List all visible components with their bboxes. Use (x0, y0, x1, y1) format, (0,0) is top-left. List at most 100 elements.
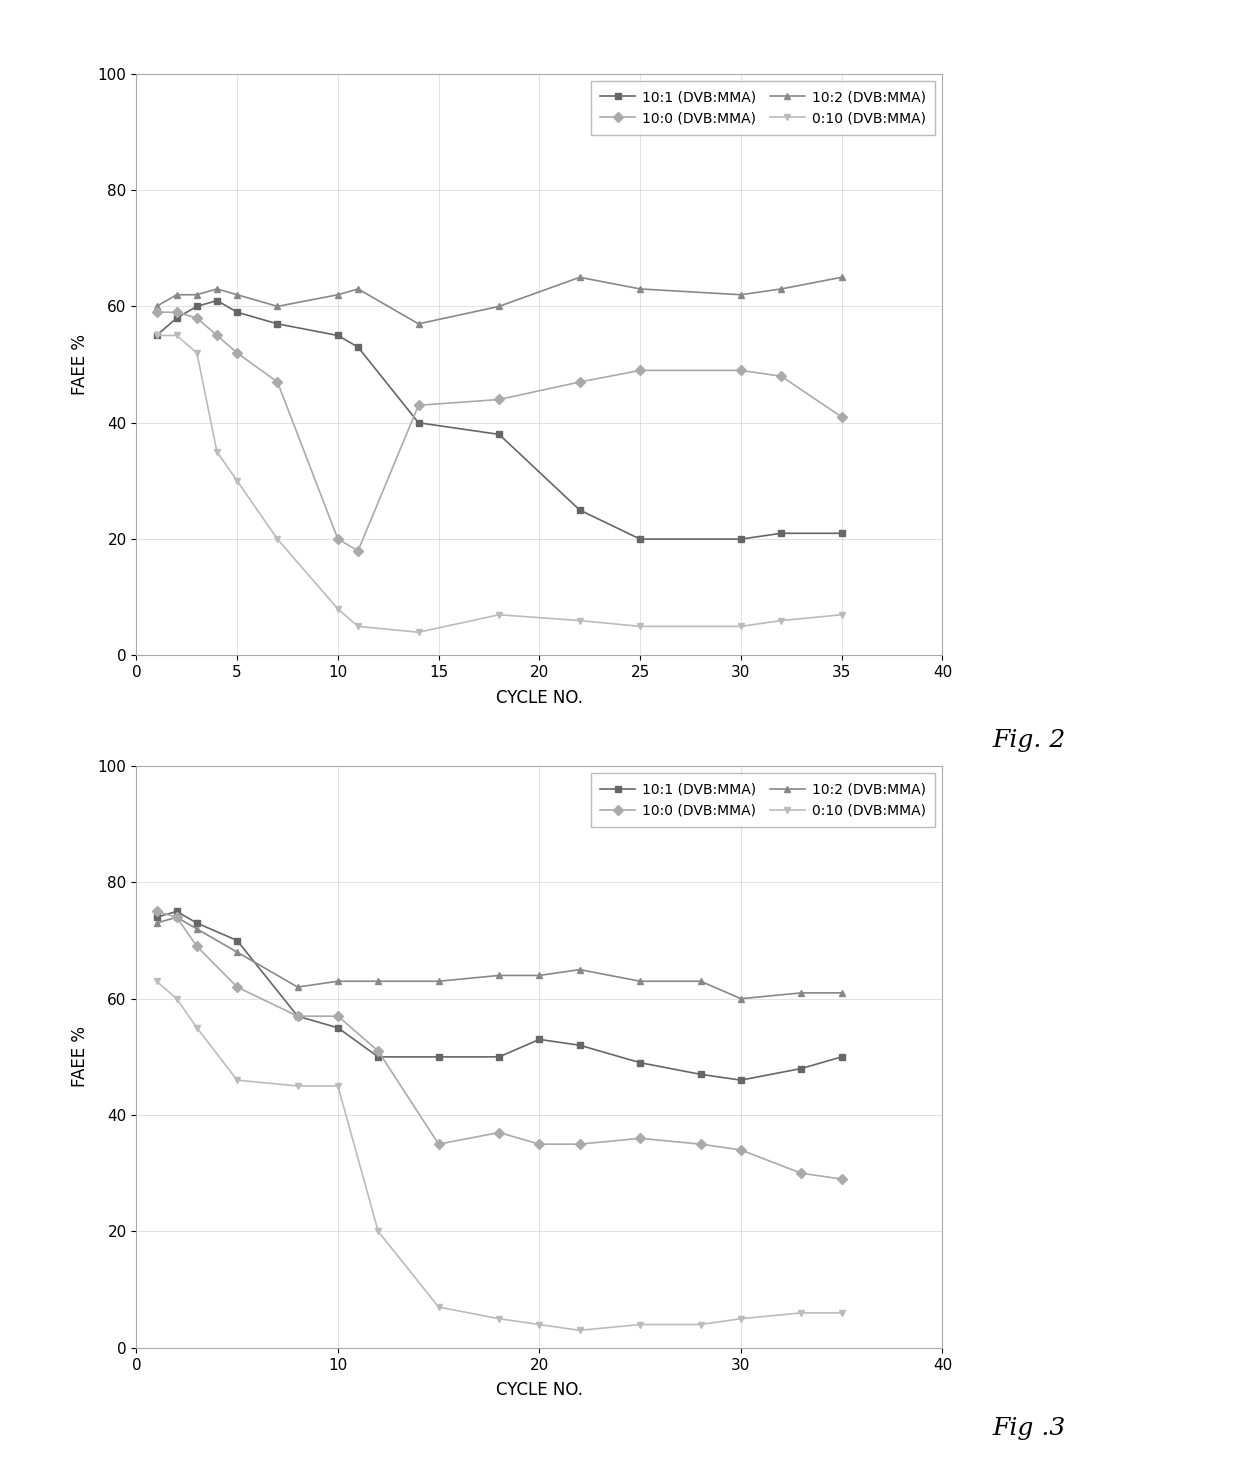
10:2 (DVB:MMA) (632, 972, 647, 990)
10:1 (DVB:MMA) (169, 903, 185, 921)
10:1 (DVB:MMA) (330, 1019, 345, 1037)
10:1 (DVB:MMA) (210, 292, 224, 309)
Text: Fig .3: Fig .3 (992, 1417, 1065, 1441)
10:0 (DVB:MMA) (169, 909, 185, 927)
10:2 (DVB:MMA) (491, 298, 507, 315)
10:2 (DVB:MMA) (632, 280, 647, 298)
10:2 (DVB:MMA) (432, 972, 446, 990)
10:0 (DVB:MMA) (491, 390, 507, 408)
10:1 (DVB:MMA) (632, 530, 647, 548)
10:0 (DVB:MMA) (794, 1164, 808, 1181)
10:2 (DVB:MMA) (190, 921, 205, 938)
10:0 (DVB:MMA) (693, 1136, 708, 1153)
Line: 0:10 (DVB:MMA): 0:10 (DVB:MMA) (153, 978, 846, 1335)
0:10 (DVB:MMA) (169, 327, 185, 345)
10:0 (DVB:MMA) (532, 1136, 547, 1153)
10:2 (DVB:MMA) (290, 978, 305, 996)
10:0 (DVB:MMA) (632, 1130, 647, 1147)
10:1 (DVB:MMA) (229, 932, 244, 950)
10:0 (DVB:MMA) (190, 309, 205, 327)
10:2 (DVB:MMA) (169, 909, 185, 927)
10:1 (DVB:MMA) (270, 315, 285, 333)
Line: 10:1 (DVB:MMA): 10:1 (DVB:MMA) (153, 298, 846, 542)
10:0 (DVB:MMA) (573, 1136, 588, 1153)
10:1 (DVB:MMA) (734, 530, 749, 548)
10:0 (DVB:MMA) (734, 361, 749, 379)
10:0 (DVB:MMA) (210, 327, 224, 345)
0:10 (DVB:MMA) (774, 611, 789, 629)
0:10 (DVB:MMA) (190, 345, 205, 362)
0:10 (DVB:MMA) (573, 1321, 588, 1339)
10:1 (DVB:MMA) (190, 298, 205, 315)
0:10 (DVB:MMA) (169, 990, 185, 1008)
10:0 (DVB:MMA) (149, 903, 164, 921)
10:1 (DVB:MMA) (573, 501, 588, 518)
10:1 (DVB:MMA) (693, 1065, 708, 1083)
10:2 (DVB:MMA) (149, 915, 164, 932)
10:1 (DVB:MMA) (491, 426, 507, 443)
10:1 (DVB:MMA) (330, 327, 345, 345)
10:1 (DVB:MMA) (169, 309, 185, 327)
10:0 (DVB:MMA) (734, 1142, 749, 1159)
0:10 (DVB:MMA) (794, 1304, 808, 1321)
10:0 (DVB:MMA) (270, 373, 285, 390)
0:10 (DVB:MMA) (229, 1071, 244, 1089)
10:0 (DVB:MMA) (351, 542, 366, 560)
10:2 (DVB:MMA) (734, 990, 749, 1008)
Line: 10:0 (DVB:MMA): 10:0 (DVB:MMA) (153, 907, 846, 1183)
10:1 (DVB:MMA) (794, 1059, 808, 1077)
10:1 (DVB:MMA) (412, 414, 427, 432)
Y-axis label: FAEE %: FAEE % (72, 1027, 89, 1087)
10:0 (DVB:MMA) (412, 396, 427, 414)
0:10 (DVB:MMA) (330, 600, 345, 617)
0:10 (DVB:MMA) (491, 1309, 507, 1327)
10:2 (DVB:MMA) (149, 298, 164, 315)
0:10 (DVB:MMA) (229, 471, 244, 489)
Legend: 10:1 (DVB:MMA), 10:0 (DVB:MMA), 10:2 (DVB:MMA), 0:10 (DVB:MMA): 10:1 (DVB:MMA), 10:0 (DVB:MMA), 10:2 (DV… (590, 81, 935, 136)
0:10 (DVB:MMA) (835, 1304, 849, 1321)
0:10 (DVB:MMA) (734, 1309, 749, 1327)
0:10 (DVB:MMA) (632, 1315, 647, 1333)
10:1 (DVB:MMA) (532, 1031, 547, 1049)
0:10 (DVB:MMA) (371, 1223, 386, 1240)
10:2 (DVB:MMA) (270, 298, 285, 315)
Line: 10:2 (DVB:MMA): 10:2 (DVB:MMA) (153, 913, 846, 1002)
10:2 (DVB:MMA) (491, 966, 507, 984)
10:1 (DVB:MMA) (290, 1008, 305, 1025)
Line: 10:2 (DVB:MMA): 10:2 (DVB:MMA) (153, 274, 846, 327)
10:0 (DVB:MMA) (190, 937, 205, 955)
0:10 (DVB:MMA) (491, 605, 507, 623)
0:10 (DVB:MMA) (190, 1019, 205, 1037)
0:10 (DVB:MMA) (532, 1315, 547, 1333)
10:1 (DVB:MMA) (491, 1049, 507, 1066)
10:2 (DVB:MMA) (351, 280, 366, 298)
10:2 (DVB:MMA) (229, 286, 244, 303)
Y-axis label: FAEE %: FAEE % (72, 334, 89, 395)
10:0 (DVB:MMA) (149, 303, 164, 321)
10:2 (DVB:MMA) (835, 268, 849, 286)
10:0 (DVB:MMA) (371, 1043, 386, 1061)
10:0 (DVB:MMA) (835, 1170, 849, 1187)
10:0 (DVB:MMA) (632, 361, 647, 379)
0:10 (DVB:MMA) (835, 605, 849, 623)
10:2 (DVB:MMA) (412, 315, 427, 333)
10:2 (DVB:MMA) (169, 286, 185, 303)
0:10 (DVB:MMA) (351, 617, 366, 635)
10:0 (DVB:MMA) (774, 367, 789, 384)
0:10 (DVB:MMA) (290, 1077, 305, 1094)
X-axis label: CYCLE NO.: CYCLE NO. (496, 1380, 583, 1399)
0:10 (DVB:MMA) (412, 623, 427, 641)
10:2 (DVB:MMA) (229, 943, 244, 960)
0:10 (DVB:MMA) (693, 1315, 708, 1333)
10:2 (DVB:MMA) (330, 286, 345, 303)
10:2 (DVB:MMA) (330, 972, 345, 990)
0:10 (DVB:MMA) (270, 530, 285, 548)
X-axis label: CYCLE NO.: CYCLE NO. (496, 688, 583, 707)
10:1 (DVB:MMA) (351, 339, 366, 356)
10:0 (DVB:MMA) (573, 373, 588, 390)
10:1 (DVB:MMA) (190, 915, 205, 932)
10:0 (DVB:MMA) (432, 1136, 446, 1153)
10:0 (DVB:MMA) (330, 530, 345, 548)
10:1 (DVB:MMA) (835, 1049, 849, 1066)
Legend: 10:1 (DVB:MMA), 10:0 (DVB:MMA), 10:2 (DVB:MMA), 0:10 (DVB:MMA): 10:1 (DVB:MMA), 10:0 (DVB:MMA), 10:2 (DV… (590, 773, 935, 828)
